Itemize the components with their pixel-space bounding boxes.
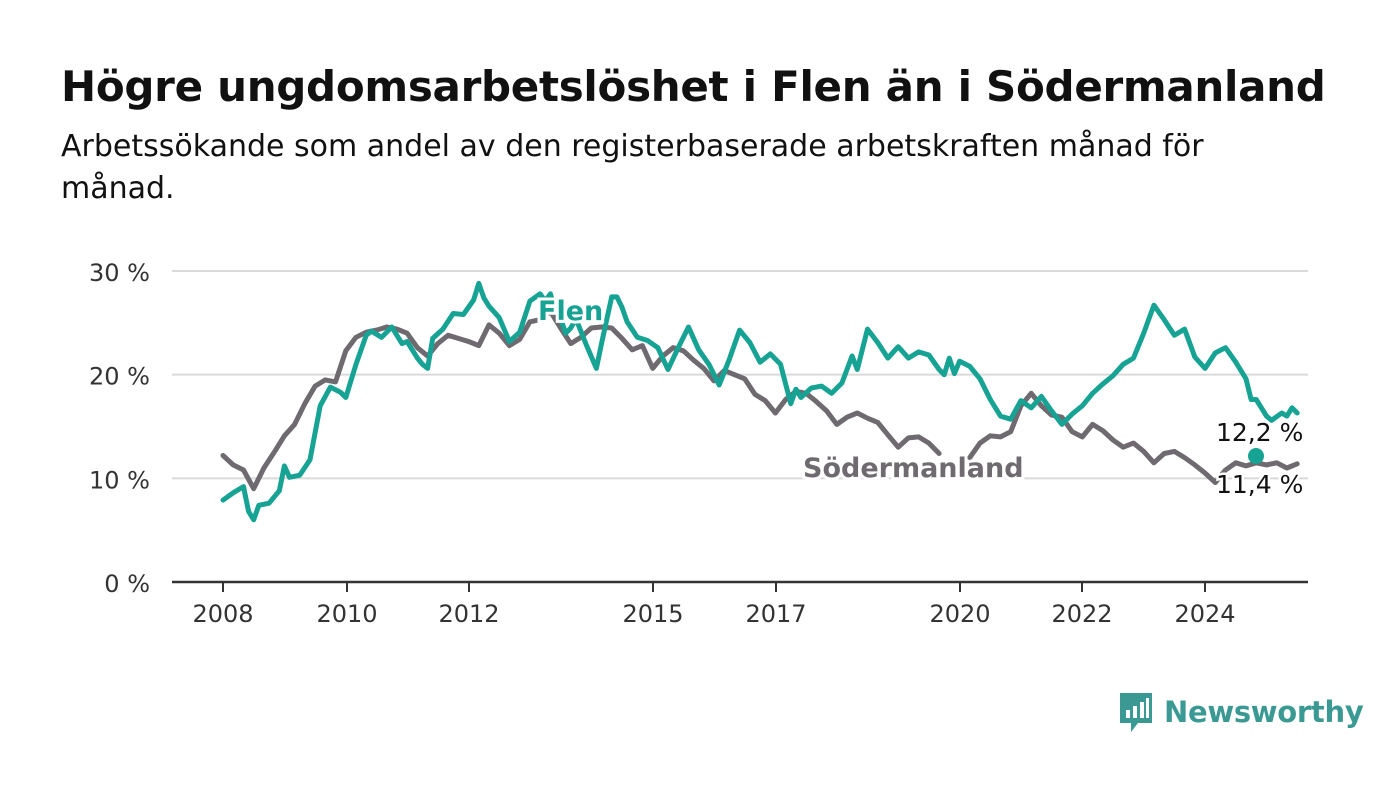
x-axis: 2008 2010 2012 2015 2017 2020 2022 2024 — [192, 582, 1236, 628]
series-lines — [220, 280, 1300, 523]
newsworthy-logo: Newsworthy — [1118, 690, 1364, 734]
series-label-sodermanland: Södermanland — [803, 453, 1024, 484]
grid-lines — [172, 270, 1308, 584]
brand-name: Newsworthy — [1164, 695, 1364, 729]
end-label-sodermanland: 11,4 % — [1216, 470, 1303, 499]
series-line-flenend — [1233, 359, 1300, 423]
bar-chart-speech-bubble-icon — [1120, 693, 1152, 732]
x-tick-label: 2008 — [192, 600, 253, 628]
y-axis: 0 % 10 % 20 % 30 % — [89, 259, 150, 598]
series-label-flen: Flen — [538, 296, 603, 327]
x-tick-label: 2017 — [745, 600, 806, 628]
series-line-flencont — [655, 302, 1239, 427]
chart-subtitle: Arbetssökande som andel av den registerb… — [61, 129, 1204, 206]
y-tick-label: 10 % — [89, 466, 150, 494]
x-tick-label: 2020 — [929, 600, 990, 628]
x-tick-label: 2015 — [622, 600, 683, 628]
x-tick-label: 2012 — [438, 600, 499, 628]
x-tick-label: 2022 — [1051, 600, 1112, 628]
annotations: Flen Södermanland 12,2 % 11,4 % — [535, 293, 1306, 502]
x-tick-label: 2010 — [316, 600, 377, 628]
chart-title: Högre ungdomsarbetslöshet i Flen än i Sö… — [61, 62, 1326, 111]
y-tick-label: 0 % — [104, 570, 150, 598]
series-line-sdermanland — [220, 308, 778, 492]
end-point-flen — [1248, 448, 1264, 464]
y-tick-label: 30 % — [89, 259, 150, 287]
series-line-sdermanlandcont — [772, 388, 942, 456]
end-label-flen: 12,2 % — [1216, 418, 1303, 447]
x-tick-label: 2024 — [1174, 600, 1235, 628]
y-tick-label: 20 % — [89, 363, 150, 391]
series-line-flen — [220, 280, 661, 523]
